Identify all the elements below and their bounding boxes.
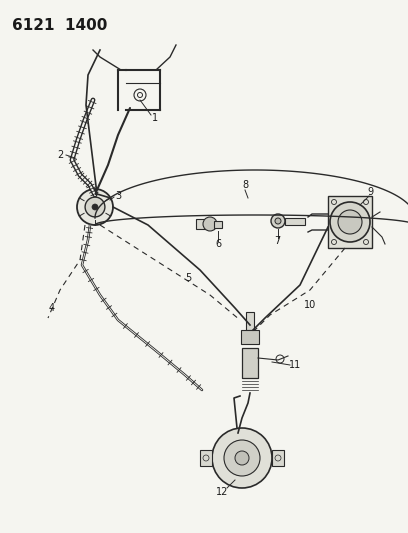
Circle shape (271, 214, 285, 228)
Text: 7: 7 (274, 236, 280, 246)
Circle shape (338, 210, 362, 234)
Text: 5: 5 (185, 273, 191, 283)
Text: 4: 4 (49, 303, 55, 313)
Circle shape (77, 189, 113, 225)
Circle shape (235, 451, 249, 465)
Circle shape (224, 440, 260, 476)
Text: 12: 12 (216, 487, 228, 497)
Bar (246, 312, 254, 330)
Bar (272, 450, 284, 466)
Circle shape (85, 197, 105, 217)
Text: 9: 9 (367, 187, 373, 197)
Circle shape (275, 218, 281, 224)
Text: 11: 11 (289, 360, 301, 370)
Circle shape (203, 217, 217, 231)
Bar (242, 348, 258, 378)
Text: 6: 6 (215, 239, 221, 249)
Bar (328, 196, 372, 248)
Bar (214, 221, 222, 228)
Bar (241, 330, 259, 344)
Text: 3: 3 (115, 191, 121, 201)
Bar (196, 219, 214, 229)
Circle shape (212, 428, 272, 488)
Circle shape (330, 202, 370, 242)
Bar (200, 450, 212, 466)
Text: 6121  1400: 6121 1400 (12, 18, 107, 33)
Text: 2: 2 (57, 150, 63, 160)
Bar (285, 217, 305, 224)
Text: 10: 10 (304, 300, 316, 310)
Text: 8: 8 (242, 180, 248, 190)
Text: 1: 1 (152, 113, 158, 123)
Circle shape (92, 204, 98, 210)
